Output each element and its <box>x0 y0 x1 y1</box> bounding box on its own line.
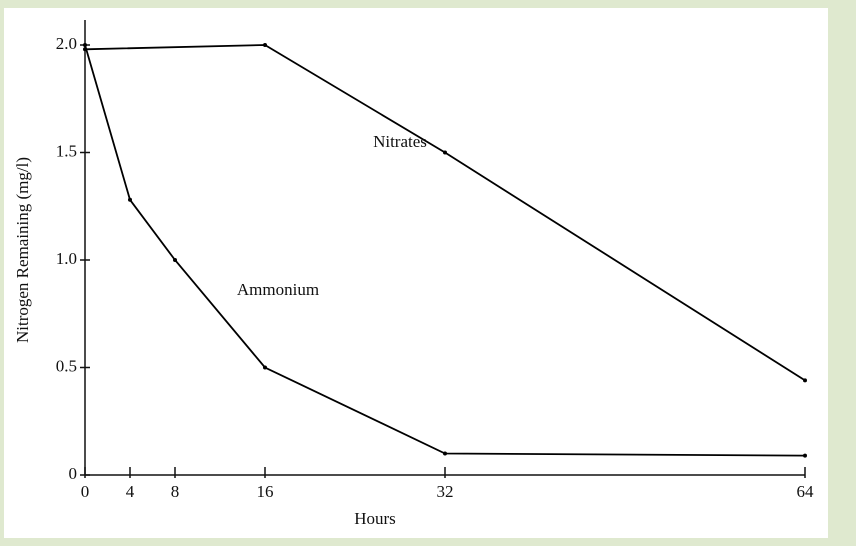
x-tick-label: 16 <box>257 482 274 501</box>
data-point <box>263 43 267 47</box>
y-tick-label: 1.5 <box>56 141 77 160</box>
data-point <box>173 258 177 262</box>
data-point <box>443 150 447 155</box>
x-tick-label: 4 <box>126 482 135 501</box>
series-line <box>84 44 806 382</box>
series-line <box>84 44 806 457</box>
data-point <box>803 453 807 458</box>
plot-panel <box>4 8 828 538</box>
y-tick-label: 0.5 <box>56 356 77 375</box>
y-tick-label: 1.0 <box>56 249 77 268</box>
data-point <box>263 365 267 370</box>
data-point <box>83 43 87 47</box>
y-tick-label: 2.0 <box>56 34 77 53</box>
x-tick-label: 8 <box>171 482 180 501</box>
series-label: Nitrates <box>373 132 427 151</box>
x-axis-label: Hours <box>354 509 396 528</box>
x-tick-label: 0 <box>81 482 90 501</box>
y-tick-label: 0 <box>69 464 78 483</box>
data-point <box>128 197 132 202</box>
x-tick-label: 64 <box>797 482 815 501</box>
data-point <box>803 378 807 383</box>
series-label: Ammonium <box>237 280 319 299</box>
x-tick-label: 32 <box>437 482 454 501</box>
data-point <box>443 451 447 456</box>
y-axis-label: Nitrogen Remaining (mg/l) <box>13 157 32 343</box>
